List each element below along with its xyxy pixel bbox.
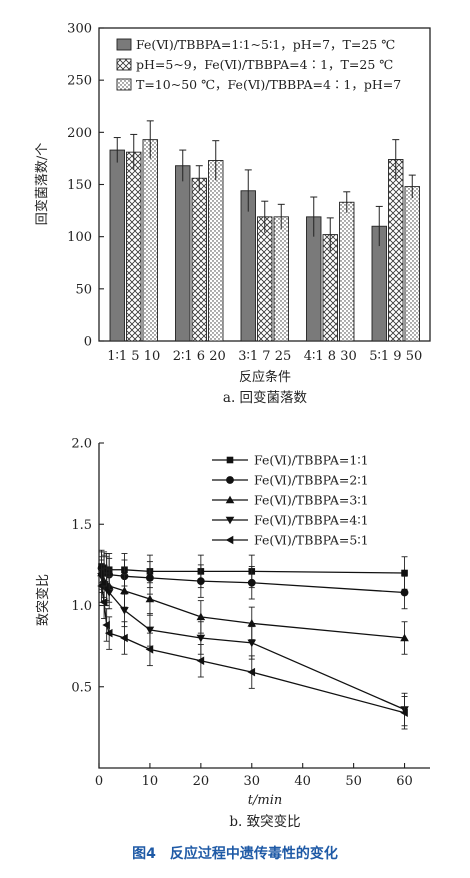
chart-b-point: [104, 589, 114, 597]
chart-a-xtick-label: 2∶1 6 20: [173, 349, 226, 364]
chart-a-x-axis: 1∶1 5 10 2∶1 6 20 3∶1 7 25 4∶1 8 30 5∶1 9 50: [107, 349, 422, 364]
chart-b-point: [401, 569, 408, 577]
chart-a-xlabel: 反应条件: [239, 369, 291, 385]
chart-a-ylabel: 回变菌落数/个: [34, 143, 50, 225]
chart-b-caption: b. 致突变比: [229, 814, 300, 830]
chart-b-point: [145, 626, 155, 635]
chart-b-point: [102, 620, 110, 630]
chart-b-legend-label: Fe(Ⅵ)/TBBPA=2∶1: [254, 473, 369, 488]
chart-b-point: [400, 588, 409, 597]
chart-b-point: [99, 597, 108, 607]
chart-a-xtick-label: 5∶1 9 50: [369, 349, 422, 364]
chart-b-legend-label: Fe(Ⅵ)/TBBPA=1∶1: [254, 453, 369, 468]
chart-b-point: [196, 577, 205, 586]
chart-b-point: [120, 586, 129, 595]
chart-a-bars: [109, 120, 420, 342]
chart-a-bar: [142, 139, 158, 342]
chart-a-xtick-label: 3∶1 7 25: [238, 349, 291, 364]
chart-b-ytick-label: 0.5: [71, 680, 92, 695]
chart-b-point: [225, 516, 235, 525]
chart-a-legend-swatch: [116, 58, 132, 71]
chart-a-legend-label: pH=5~9，Fe(Ⅵ)/TBBPA=4∶1，T=25 ℃: [136, 57, 393, 72]
figure-caption: 图4 反应过程中遗传毒性的变化: [132, 845, 338, 862]
chart-b-ytick-label: 2.0: [71, 437, 92, 452]
chart-b-point: [400, 633, 409, 642]
chart-b-point: [225, 535, 234, 545]
chart-b-ytick-label: 1.5: [71, 518, 92, 533]
chart-a-bar: [339, 201, 355, 342]
chart-a-bar: [257, 216, 273, 342]
chart-a-ytick-label: 50: [75, 282, 92, 297]
chart-b-ylabel: 致突变比: [35, 574, 51, 626]
chart-a-bar: [208, 160, 224, 342]
chart-b-legend-label: Fe(Ⅵ)/TBBPA=3∶1: [254, 493, 369, 508]
chart-a-legend-label: T=10~50 ℃，Fe(Ⅵ)/TBBPA=4∶1，pH=7: [136, 77, 401, 92]
chart-b-point: [196, 612, 206, 621]
chart-a-bar: [175, 165, 191, 342]
chart-b-point: [247, 667, 256, 677]
chart-a-y-axis: 0 50 100 150 200 250 300: [67, 22, 104, 350]
chart-a-ytick-label: 150: [67, 178, 92, 193]
chart-a-xtick-label: 1∶1 5 10: [107, 349, 160, 364]
chart-b-legend: Fe(Ⅵ)/TBBPA=1∶1 Fe(Ⅵ)/TBBPA=2∶1 Fe(Ⅵ)/TBBP…: [212, 453, 369, 548]
chart-a-ytick-label: 0: [84, 335, 92, 350]
chart-b-point: [120, 633, 128, 643]
chart-a-ytick-label: 100: [67, 230, 92, 245]
chart-b-xlabel: t/min: [248, 793, 282, 808]
chart-b-line: 0.5 1.0 1.5 2.0 0 10 20 30 40 50 60 Fe(Ⅵ)/TBBPA=1…: [35, 437, 430, 830]
chart-b-point: [247, 639, 257, 648]
chart-a-bar: [273, 216, 289, 342]
chart-b-point: [97, 581, 105, 591]
chart-b-xtick-label: 30: [243, 774, 260, 789]
chart-b-xtick-label: 40: [294, 774, 311, 789]
chart-a-bar: [109, 149, 125, 342]
chart-b-xtick-label: 10: [142, 774, 159, 789]
chart-b-xtick-label: 60: [396, 774, 413, 789]
chart-b-point: [145, 645, 154, 654]
chart-b-xtick-label: 50: [345, 774, 362, 789]
chart-a-legend: Fe(Ⅵ)/TBBPA=1∶1~5∶1，pH=7，T=25 ℃ pH=5~9，Fe…: [116, 37, 401, 92]
chart-a-bar: [388, 159, 404, 342]
chart-b-point: [145, 594, 155, 603]
chart-a-ytick-label: 250: [67, 74, 92, 89]
chart-a-ytick-label: 300: [67, 22, 92, 37]
chart-b-series-group: [97, 569, 408, 730]
chart-a-bar: [404, 186, 420, 342]
chart-a-bar: [191, 177, 207, 342]
chart-b-point: [146, 573, 154, 582]
chart-a-legend-swatch: [116, 38, 132, 51]
chart-b-xtick-label: 20: [193, 774, 210, 789]
chart-b-series: [97, 549, 409, 730]
chart-b-point: [196, 634, 206, 643]
chart-b-legend-label: Fe(Ⅵ)/TBBPA=5∶1: [254, 533, 369, 548]
chart-b-point: [247, 578, 256, 587]
chart-b-y-axis: 0.5 1.0 1.5 2.0: [71, 437, 104, 695]
chart-a-legend-label: Fe(Ⅵ)/TBBPA=1∶1~5∶1，pH=7，T=25 ℃: [136, 37, 395, 52]
chart-a-caption: a. 回变菌落数: [223, 390, 308, 406]
chart-a-ytick-label: 200: [67, 126, 92, 141]
chart-a-bar: [126, 151, 142, 342]
chart-b-point: [226, 476, 234, 484]
chart-b-point: [225, 495, 235, 504]
chart-a-bar: [240, 190, 256, 342]
chart-a-bar: 0 50 100 150 200 250 300 1∶1 5 10 2∶1 6 20 3∶1 7…: [34, 22, 431, 406]
chart-b-point: [400, 708, 408, 718]
chart-b-xtick-label: 0: [95, 774, 103, 789]
chart-b-series-group: [97, 551, 409, 610]
chart-b-point: [247, 619, 257, 627]
chart-b-ytick-label: 1.0: [71, 599, 92, 614]
chart-a-xtick-label: 4∶1 8 30: [304, 349, 357, 364]
chart-b-x-axis: 0 10 20 30 40 50 60: [95, 763, 413, 789]
chart-b-point: [226, 456, 234, 464]
chart-b-point: [196, 656, 205, 666]
chart-a-legend-swatch: [116, 78, 132, 91]
chart-b-point: [120, 607, 129, 615]
chart-b-legend-label: Fe(Ⅵ)/TBBPA=4∶1: [254, 513, 369, 528]
chart-b-point: [104, 628, 113, 638]
